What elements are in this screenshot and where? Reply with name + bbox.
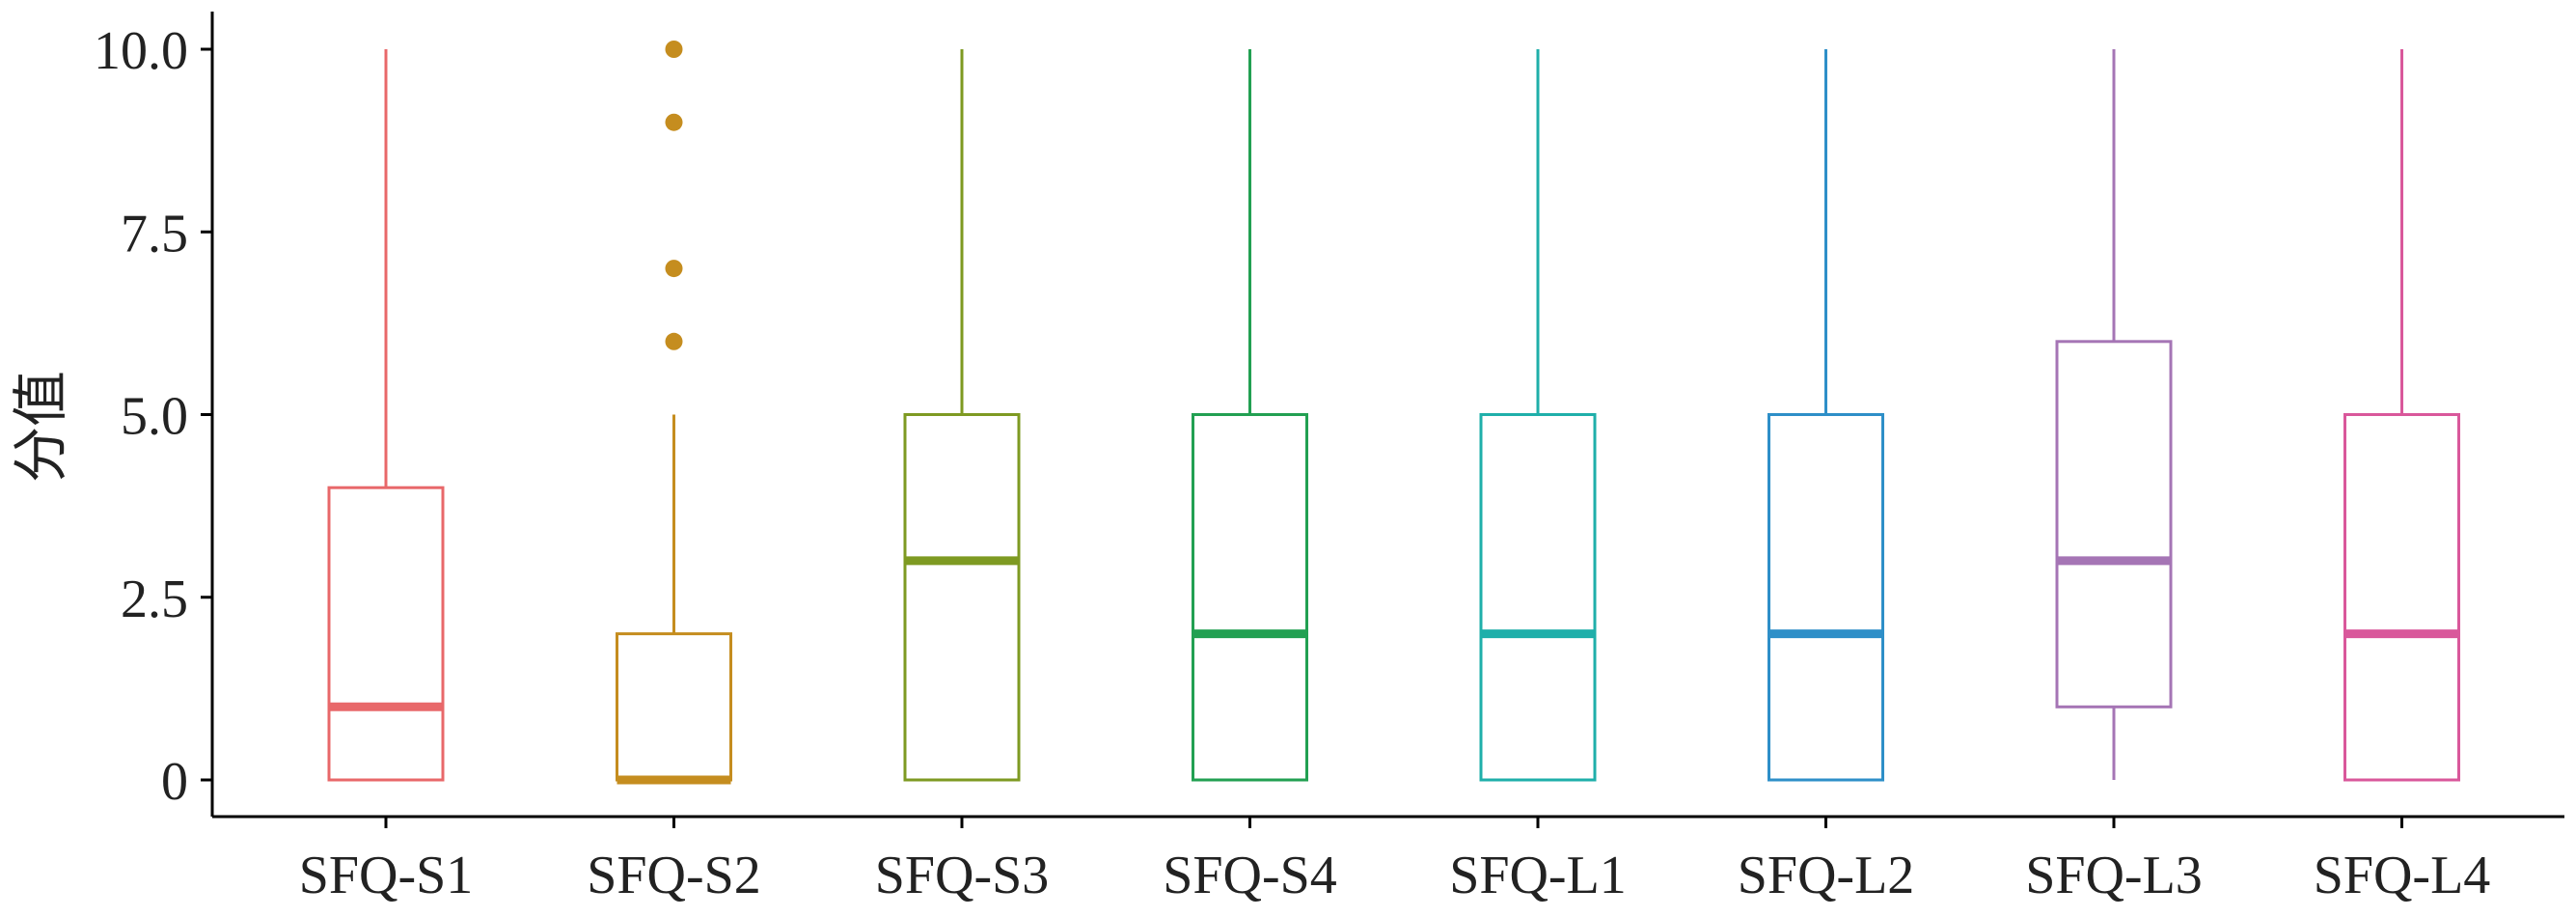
x-tick-label: SFQ-S4 xyxy=(1163,846,1337,905)
x-tick-label: SFQ-L1 xyxy=(1449,846,1627,905)
outlier-point xyxy=(665,260,683,278)
box-iqr xyxy=(616,632,732,782)
y-tick-label: 0 xyxy=(161,752,188,812)
box-iqr xyxy=(1479,413,1597,782)
box-iqr xyxy=(1768,413,1884,782)
box-iqr xyxy=(327,486,445,782)
box-sfq-s1 xyxy=(327,49,445,782)
y-tick-label: 10.0 xyxy=(94,21,188,81)
box-iqr xyxy=(2055,340,2173,709)
x-tick-label: SFQ-S1 xyxy=(299,846,474,905)
box-sfq-l3 xyxy=(2055,49,2173,780)
x-tick-label: SFQ-S2 xyxy=(587,846,761,905)
outlier-point xyxy=(665,332,683,350)
y-tick-label: 5.0 xyxy=(121,387,188,447)
y-axis-label: 分值 xyxy=(8,371,73,483)
boxes xyxy=(327,41,2460,785)
box-iqr xyxy=(2343,413,2460,782)
axes xyxy=(210,12,2564,819)
box-iqr xyxy=(903,413,1021,782)
box-sfq-s4 xyxy=(1192,49,1308,782)
x-tick-label: SFQ-L4 xyxy=(2314,846,2491,905)
box-sfq-l1 xyxy=(1479,49,1597,782)
x-ticks: SFQ-S1 SFQ-S2 SFQ-S3 SFQ-S4 SFQ-L1 SFQ-L2 SFQ-… xyxy=(299,817,2491,905)
y-tick-label: 7.5 xyxy=(121,204,188,264)
box-sfq-l2 xyxy=(1768,49,1884,782)
y-ticks: 0 2.5 5.0 7.5 10.0 xyxy=(94,21,212,812)
x-tick-label: SFQ-L2 xyxy=(1738,846,1915,905)
x-tick-label: SFQ-L3 xyxy=(2025,846,2203,905)
outlier-point xyxy=(665,41,683,58)
x-tick-label: SFQ-S3 xyxy=(875,846,1050,905)
box-iqr xyxy=(1192,413,1308,782)
outlier-point xyxy=(665,113,683,131)
box-sfq-s2 xyxy=(616,41,732,785)
box-sfq-l4 xyxy=(2343,49,2460,782)
box-sfq-s3 xyxy=(903,49,1021,782)
y-tick-label: 2.5 xyxy=(121,570,188,629)
